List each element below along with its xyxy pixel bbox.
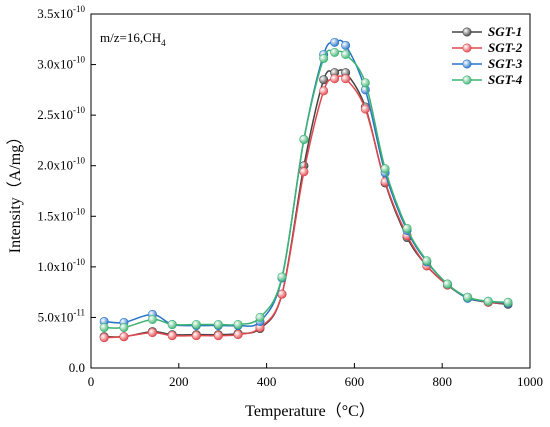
- data-point: [277, 272, 287, 282]
- data-point: [341, 74, 351, 84]
- data-point: [213, 331, 223, 341]
- y-tick-mantissa: 0.0: [69, 360, 85, 375]
- data-point: [360, 78, 370, 88]
- series-SGT-4: [99, 47, 513, 333]
- y-tick-label: 0.0: [69, 360, 85, 375]
- series-line: [104, 75, 509, 339]
- y-tick-mantissa: 2.0x10: [37, 158, 73, 173]
- data-point: [99, 323, 109, 333]
- y-axis-title: Intensity（A/mg）: [6, 129, 24, 253]
- data-point: [99, 333, 109, 343]
- legend-marker: [462, 43, 472, 53]
- data-point: [463, 292, 473, 302]
- series-line: [104, 49, 509, 329]
- data-point: [503, 297, 513, 307]
- data-point: [233, 330, 243, 340]
- legend-item: SGT-4: [452, 72, 523, 87]
- y-tick-exponent: -10: [73, 206, 85, 216]
- y-tick-label: 1.5x10-10: [37, 206, 85, 223]
- y-tick-label: 5.0x10-11: [38, 307, 85, 324]
- data-point: [330, 37, 340, 47]
- legend-label: SGT-3: [488, 56, 523, 71]
- y-tick-label: 2.5x10-10: [37, 105, 85, 122]
- legend-marker: [462, 59, 472, 69]
- x-tick-label: 800: [432, 374, 452, 389]
- data-point: [422, 256, 432, 266]
- y-tick-label: 1.0x10-10: [37, 257, 85, 274]
- y-tick-mantissa: 1.0x10: [37, 259, 73, 274]
- data-point: [319, 75, 329, 85]
- x-tick-label: 1000: [517, 374, 543, 389]
- x-tick-label: 600: [345, 374, 365, 389]
- data-point: [341, 40, 351, 50]
- legend-item: SGT-2: [452, 40, 523, 55]
- data-point: [119, 332, 129, 342]
- annotation-text: m/z=16,CH: [100, 30, 161, 45]
- y-tick-mantissa: 3.5x10: [37, 6, 73, 21]
- data-point: [330, 47, 340, 57]
- data-point: [402, 223, 412, 233]
- annotation: m/z=16,CH4: [100, 30, 166, 48]
- data-point: [319, 54, 329, 64]
- data-point: [147, 328, 157, 338]
- data-point: [147, 314, 157, 324]
- series-layer: [99, 37, 513, 343]
- x-tick-label: 200: [169, 374, 189, 389]
- legend-label: SGT-4: [488, 72, 523, 87]
- y-axis: 0.05.0x10-111.0x10-101.5x10-102.0x10-102…: [37, 4, 96, 375]
- legend-marker: [462, 75, 472, 85]
- y-tick-exponent: -10: [73, 4, 85, 14]
- legend-marker: [462, 27, 472, 37]
- series-SGT-2: [99, 74, 513, 343]
- y-tick-mantissa: 5.0x10: [38, 309, 74, 324]
- legend-item: SGT-1: [452, 24, 522, 39]
- x-tick-label: 0: [88, 374, 95, 389]
- y-tick-mantissa: 3.0x10: [37, 57, 73, 72]
- data-point: [191, 320, 201, 330]
- y-tick-label: 2.0x10-10: [37, 156, 85, 173]
- x-axis: 0 200 400 600 800 1000: [88, 363, 543, 389]
- y-tick-mantissa: 2.5x10: [37, 107, 73, 122]
- data-point: [191, 331, 201, 341]
- data-point: [380, 164, 390, 174]
- x-axis-title: Temperature（°C）: [245, 402, 375, 420]
- data-point: [442, 279, 452, 289]
- y-tick-mantissa: 1.5x10: [37, 208, 73, 223]
- y-tick-exponent: -10: [73, 105, 85, 115]
- data-point: [213, 320, 223, 330]
- data-point: [319, 86, 329, 96]
- data-point: [119, 323, 129, 333]
- data-point: [255, 312, 265, 322]
- data-point: [233, 320, 243, 330]
- y-tick-label: 3.0x10-10: [37, 55, 85, 72]
- y-tick-exponent: -11: [73, 307, 85, 317]
- data-point: [330, 74, 340, 84]
- data-point: [360, 104, 370, 114]
- series-SGT-1: [99, 68, 513, 342]
- y-tick-exponent: -10: [73, 156, 85, 166]
- data-point: [483, 296, 493, 306]
- y-tick-exponent: -10: [73, 55, 85, 65]
- data-point: [167, 331, 177, 341]
- legend-item: SGT-3: [452, 56, 523, 71]
- annotation-subscript: 4: [161, 38, 166, 48]
- legend-label: SGT-2: [488, 40, 523, 55]
- legend-label: SGT-1: [488, 24, 522, 39]
- x-tick-label: 400: [257, 374, 277, 389]
- data-point: [299, 134, 309, 144]
- series-line: [104, 69, 509, 338]
- data-point: [299, 167, 309, 177]
- y-tick-exponent: -10: [73, 257, 85, 267]
- data-point: [341, 49, 351, 59]
- y-tick-label: 3.5x10-10: [37, 4, 85, 21]
- data-point: [167, 320, 177, 330]
- plot-area-frame: [90, 13, 531, 369]
